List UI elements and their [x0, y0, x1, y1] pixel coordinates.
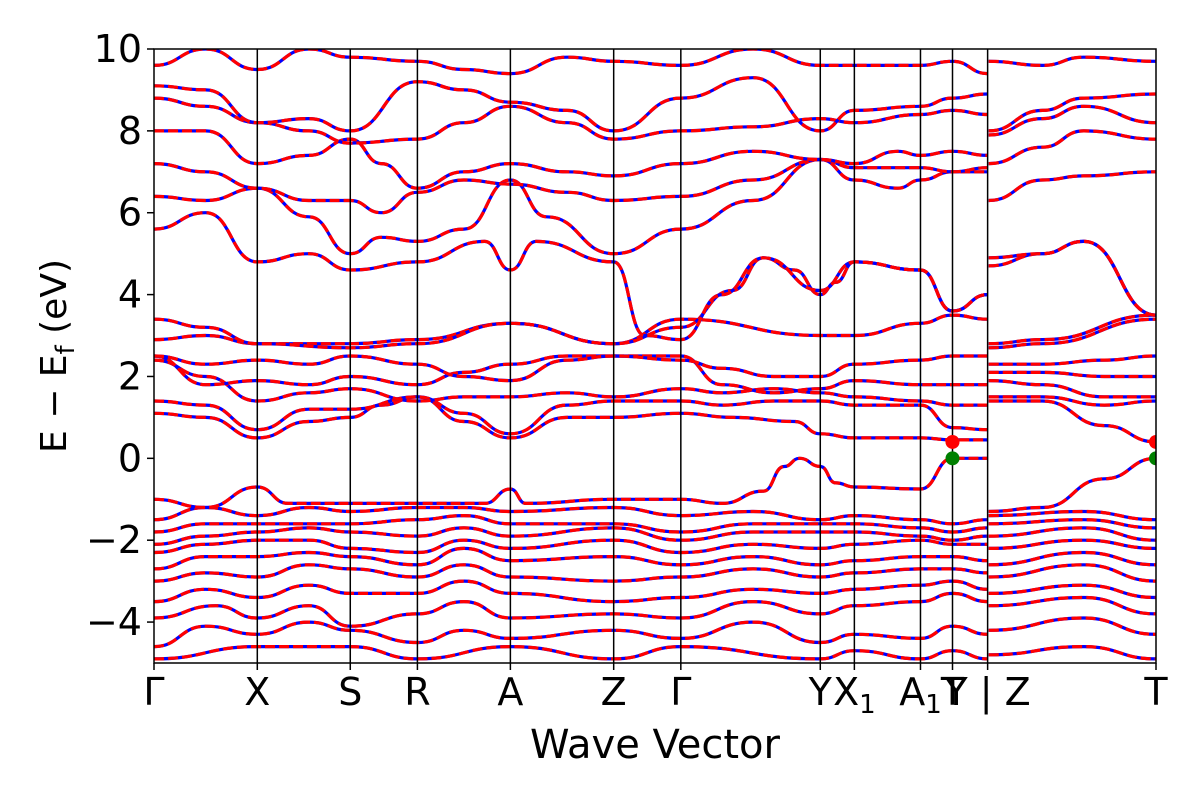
- x-tick-label: T: [940, 670, 965, 714]
- band-line-red: [154, 591, 1156, 628]
- y-axis-ticks: 10 8 6 4 2 0 −2 −4: [86, 27, 154, 644]
- band-line-red: [154, 354, 1156, 395]
- band-line-red: [154, 129, 1156, 190]
- y-tick-label: −2: [86, 518, 142, 562]
- band-line-red: [154, 456, 1156, 514]
- y-axis-label-main: E − E: [34, 354, 75, 453]
- band-line-red: [154, 76, 1156, 133]
- y-tick-label: 4: [118, 273, 142, 317]
- band-edge-marker: [945, 434, 960, 449]
- y-tick-label: 6: [118, 191, 142, 235]
- y-tick-label: 0: [118, 436, 142, 480]
- y-axis-label-unit: (eV): [34, 259, 75, 345]
- band-line-red: [154, 563, 1156, 583]
- x-tick-label: A: [497, 670, 523, 714]
- band-line-red: [154, 157, 1156, 215]
- y-axis-label-subscript: f: [51, 344, 81, 354]
- x-tick-label: Y: [808, 670, 833, 714]
- x-tick-label: Γ: [670, 670, 691, 714]
- y-tick-label: 8: [118, 109, 142, 153]
- band-line-red: [154, 358, 1156, 407]
- band-edge-marker: [1149, 451, 1156, 466]
- band-line-red: [154, 354, 1156, 383]
- y-axis-label: E − Ef (eV): [34, 259, 81, 453]
- x-tick-label: Γ: [143, 670, 164, 714]
- y-tick-label: 2: [118, 354, 142, 398]
- x-tick-label: X: [244, 670, 270, 714]
- band-line-red: [154, 49, 1156, 76]
- band-edge-marker: [1149, 434, 1156, 449]
- plot-frame: [153, 48, 1157, 664]
- band-line-red: [154, 538, 1156, 555]
- band-line-red: [154, 157, 1156, 317]
- y-tick-label: 10: [94, 27, 142, 71]
- band-line-red: [154, 395, 1156, 436]
- band-line-red: [154, 546, 1156, 571]
- band-edge-marker: [945, 451, 960, 466]
- band-line-red: [154, 505, 1156, 526]
- x-tick-label: A1: [899, 670, 942, 720]
- x-tick-label: X1: [833, 670, 876, 720]
- band-edge-markers: [945, 434, 1156, 466]
- x-tick-label: Z: [601, 670, 627, 714]
- x-axis-label: Wave Vector: [530, 722, 781, 768]
- band-line-red: [154, 513, 1156, 534]
- band-lines: [154, 49, 1156, 661]
- x-tick-label: Y | Z: [944, 670, 1031, 715]
- y-tick-label: −4: [86, 600, 142, 644]
- band-line-red: [154, 644, 1156, 661]
- x-tick-label: S: [338, 670, 362, 714]
- band-line-red: [154, 579, 1156, 604]
- band-line-red: [154, 96, 1156, 145]
- high-symmetry-lines: [256, 49, 989, 663]
- band-line-red: [154, 616, 1156, 649]
- band-line-red: [154, 526, 1156, 546]
- x-tick-label: R: [404, 670, 430, 714]
- x-tick-label: T: [1143, 670, 1168, 714]
